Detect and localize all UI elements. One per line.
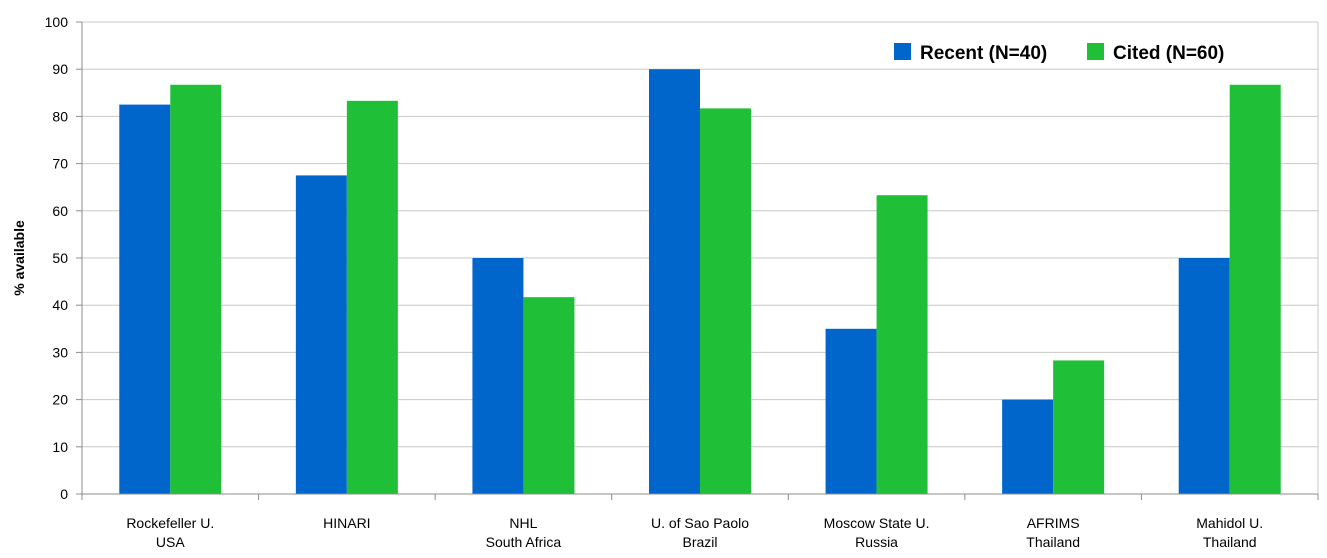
x-tick-label: NHL (509, 515, 537, 531)
bar-cited-1 (346, 100, 398, 494)
x-tick-label: Thailand (1026, 534, 1080, 550)
x-tick-label: U. of Sao Paolo (651, 515, 749, 531)
x-tick-label: USA (156, 534, 185, 550)
y-tick-label: 20 (52, 392, 68, 408)
bars (119, 69, 1281, 494)
x-tick-label: Moscow State U. (824, 515, 930, 531)
bar-recent-6 (1178, 258, 1230, 494)
axes (76, 21, 1319, 500)
bar-recent-2 (472, 258, 524, 494)
y-tick-label: 10 (52, 439, 68, 455)
legend-swatch-recent (894, 43, 911, 60)
y-tick-label: 50 (52, 250, 68, 266)
x-tick-label: Russia (855, 534, 898, 550)
axis-labels: 0 10 20 30 40 50 60 70 80 90 100 Rockefeller U. USA H… (11, 14, 1263, 550)
y-tick-label: 30 (52, 344, 68, 360)
x-tick-label: AFRIMS (1027, 515, 1080, 531)
bar-cited-2 (523, 297, 575, 494)
bar-recent-1 (295, 175, 347, 494)
bar-cited-0 (170, 84, 222, 494)
x-tick-label: Thailand (1203, 534, 1257, 550)
y-tick-label: 0 (60, 486, 68, 502)
legend-swatch-cited (1087, 43, 1104, 60)
y-tick-label: 100 (45, 14, 69, 30)
bar-cited-6 (1229, 84, 1281, 494)
x-tick-label: Brazil (682, 534, 717, 550)
x-tick-label: HINARI (323, 515, 370, 531)
y-tick-label: 80 (52, 108, 68, 124)
bar-cited-4 (876, 195, 928, 494)
bar-cited-3 (700, 108, 751, 494)
y-tick-label: 90 (52, 61, 68, 77)
y-tick-label: 40 (52, 297, 68, 313)
bar-cited-5 (1053, 360, 1105, 494)
y-axis-label: % available (11, 220, 27, 296)
bar-recent-4 (825, 328, 877, 494)
bar-recent-5 (1002, 399, 1054, 494)
legend-label-cited: Cited (N=60) (1113, 43, 1224, 64)
bar-recent-3 (649, 69, 700, 494)
legend: Recent (N=40) Cited (N=60) (894, 43, 1224, 64)
y-tick-label: 60 (52, 203, 68, 219)
bar-recent-0 (119, 104, 171, 494)
x-tick-label: Mahidol U. (1196, 515, 1263, 531)
x-tick-label: South Africa (486, 534, 562, 550)
y-tick-label: 70 (52, 156, 68, 172)
legend-label-recent: Recent (N=40) (920, 43, 1047, 64)
x-tick-label: Rockefeller U. (126, 515, 214, 531)
